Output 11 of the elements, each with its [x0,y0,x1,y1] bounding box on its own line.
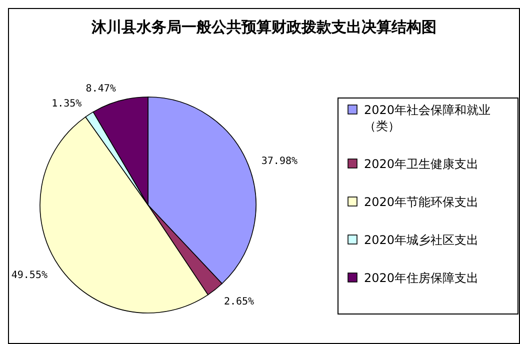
data-label: 1.35% [52,98,82,110]
legend-label: 2020年住房保障支出 [364,271,479,285]
legend-label: 2020年社会保障和就业（类） [364,103,491,133]
data-label: 2.65% [224,296,254,308]
legend-label: 2020年城乡社区支出 [364,233,479,247]
legend-label: 2020年卫生健康支出 [364,157,479,171]
data-label: 49.55% [11,270,48,282]
legend-label: 2020年节能环保支出 [364,195,479,209]
chart-title: 沐川县水务局一般公共预算财政拨款支出决算结构图 [90,18,436,36]
data-label: 37.98% [261,156,298,168]
data-label: 8.47% [86,83,116,94]
